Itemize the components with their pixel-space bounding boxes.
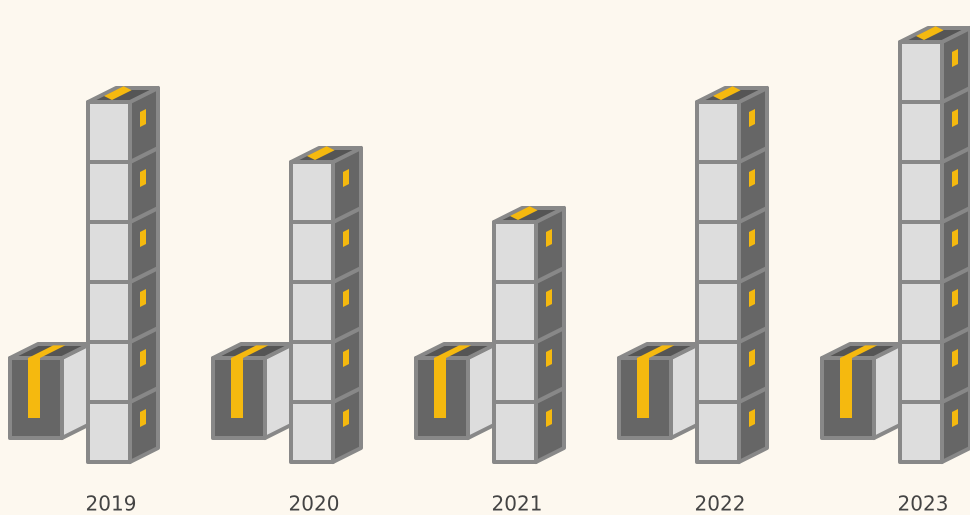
box-tape-side	[140, 109, 146, 127]
box-tape-side	[546, 289, 552, 307]
box-tape-side	[952, 289, 958, 307]
side-box	[8, 342, 92, 440]
box-tape-top	[916, 26, 944, 40]
box-front	[695, 280, 741, 344]
box-front	[289, 400, 335, 464]
box-tape-side	[343, 349, 349, 367]
box-tape-top	[510, 206, 538, 220]
box-tape-side	[546, 409, 552, 427]
side-box-tape-front	[637, 358, 649, 418]
side-box	[211, 342, 295, 440]
side-box-tape-top	[28, 345, 66, 358]
box-tape-side	[749, 229, 755, 247]
box-front	[898, 220, 944, 284]
box-front	[492, 280, 538, 344]
box-front	[695, 400, 741, 464]
side-box-tape-top	[840, 345, 878, 358]
box-front	[695, 340, 741, 404]
box-stack	[492, 206, 566, 464]
x-tick-label: 2020	[289, 492, 340, 515]
box-front	[289, 280, 335, 344]
box-front	[289, 160, 335, 224]
box	[492, 206, 566, 284]
box-front	[86, 340, 132, 404]
box-stack	[289, 146, 363, 464]
box-front	[898, 280, 944, 344]
box-front	[898, 160, 944, 224]
box-front	[695, 220, 741, 284]
box-stack	[898, 26, 970, 464]
box-front	[86, 100, 132, 164]
box-tape-side	[343, 289, 349, 307]
box-tape-side	[140, 409, 146, 427]
box-tape-side	[140, 349, 146, 367]
box-tape-side	[749, 109, 755, 127]
box-front	[86, 220, 132, 284]
side-box-tape-top	[231, 345, 269, 358]
box-tape-side	[952, 49, 958, 67]
side-box	[414, 342, 498, 440]
side-box-tape-top	[434, 345, 472, 358]
box-stack	[86, 86, 160, 464]
x-tick-label: 2022	[695, 492, 746, 515]
box	[695, 86, 769, 164]
box-tape-side	[140, 229, 146, 247]
x-tick-label: 2023	[898, 492, 949, 515]
box-stack	[695, 86, 769, 464]
box-front	[695, 160, 741, 224]
box-front	[492, 400, 538, 464]
box-front	[898, 400, 944, 464]
box-tape-side	[343, 229, 349, 247]
box-tape-side	[952, 409, 958, 427]
side-box-tape-front	[434, 358, 446, 418]
side-box	[820, 342, 904, 440]
box-tape-side	[952, 169, 958, 187]
box-tape-side	[546, 349, 552, 367]
box-tape-side	[952, 349, 958, 367]
box-front	[898, 340, 944, 404]
box-front	[86, 280, 132, 344]
box-tape-side	[952, 229, 958, 247]
side-box-tape-top	[637, 345, 675, 358]
box-tape-side	[140, 169, 146, 187]
side-box-tape-front	[840, 358, 852, 418]
box-tape-top	[713, 86, 741, 100]
box-tape-side	[749, 289, 755, 307]
box-front	[86, 160, 132, 224]
side-box-tape-front	[28, 358, 40, 418]
box-tape-top	[307, 146, 335, 160]
side-box	[617, 342, 701, 440]
box	[289, 146, 363, 224]
box	[86, 86, 160, 164]
box-front	[289, 340, 335, 404]
x-tick-label: 2021	[492, 492, 543, 515]
box-front	[492, 220, 538, 284]
x-tick-label: 2019	[86, 492, 137, 515]
box-front	[695, 100, 741, 164]
box-front	[898, 100, 944, 164]
box-tape-side	[140, 289, 146, 307]
box-tape-side	[749, 409, 755, 427]
box-front	[289, 220, 335, 284]
box	[695, 326, 769, 404]
box-tape-side	[343, 409, 349, 427]
box-tape-side	[749, 169, 755, 187]
box-tape-top	[104, 86, 132, 100]
box-tape-side	[546, 229, 552, 247]
box-front	[492, 340, 538, 404]
side-box-tape-front	[231, 358, 243, 418]
box-front	[86, 400, 132, 464]
box	[898, 26, 970, 104]
box	[289, 386, 363, 464]
box-front	[898, 40, 944, 104]
box-tape-side	[343, 169, 349, 187]
box-tape-side	[952, 109, 958, 127]
box-tape-side	[749, 349, 755, 367]
